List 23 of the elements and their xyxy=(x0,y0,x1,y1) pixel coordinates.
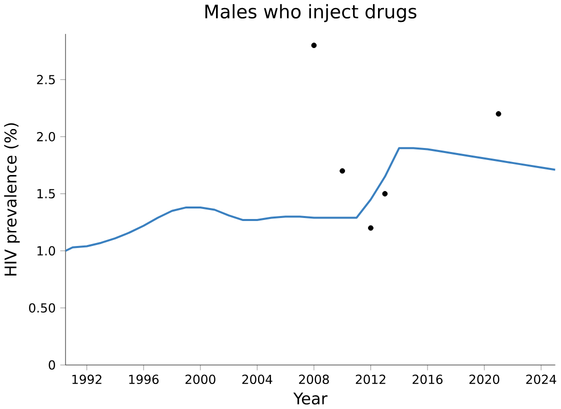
x-tick-label: 2008 xyxy=(299,374,329,384)
x-tick-label: 2020 xyxy=(469,374,500,384)
x-tick-label: 2016 xyxy=(412,374,443,384)
x-tick-label: 2012 xyxy=(356,374,386,384)
point xyxy=(340,168,346,174)
x-tick-label: 2024 xyxy=(526,374,556,384)
y-tick-label: 2.0 xyxy=(37,132,56,142)
x-tick-label: 1996 xyxy=(129,374,159,384)
point xyxy=(496,111,502,117)
point xyxy=(382,191,388,197)
x-tick-label: 1992 xyxy=(72,374,102,384)
x-tick-label: 2004 xyxy=(242,374,272,384)
x-axis-title: Year xyxy=(293,392,328,405)
chart-title: Males who inject drugs xyxy=(205,4,416,22)
y-tick-label: 2.5 xyxy=(37,75,55,84)
y-tick-label: 1.0 xyxy=(38,246,56,256)
y-tick-label: 0.50 xyxy=(29,303,56,313)
y-tick-label: 0 xyxy=(48,360,56,370)
y-tick-label: 1.5 xyxy=(38,189,55,199)
point xyxy=(311,42,317,48)
x-tick-label: 2000 xyxy=(186,374,216,384)
y-axis-title: HIV prevalence (%) xyxy=(4,123,20,276)
point xyxy=(368,225,374,231)
